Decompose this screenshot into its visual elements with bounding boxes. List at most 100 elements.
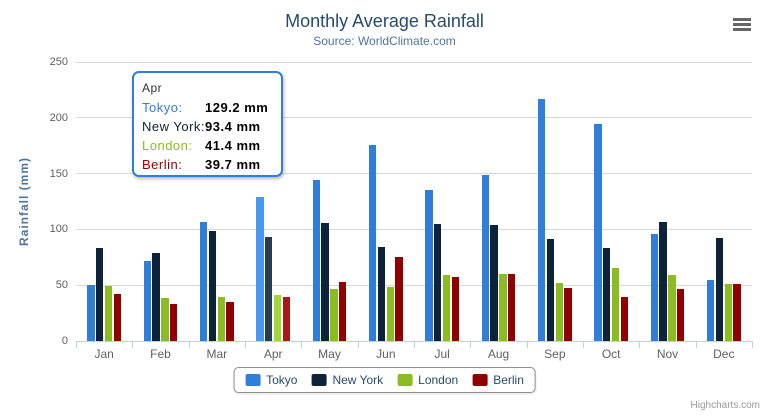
- bar-new-york-apr[interactable]: [265, 236, 273, 341]
- legend-item-new-york[interactable]: New York: [311, 373, 383, 387]
- bar-new-york-jul[interactable]: [434, 223, 442, 341]
- bar-berlin-may[interactable]: [339, 282, 347, 341]
- x-axis-label: Aug: [487, 347, 510, 361]
- y-axis-label: 100: [49, 223, 68, 236]
- bar-tokyo-oct[interactable]: [594, 124, 602, 341]
- bar-london-jan[interactable]: [104, 286, 113, 341]
- bar-berlin-mar[interactable]: [226, 302, 234, 341]
- x-axis-line: [76, 341, 753, 342]
- bar-berlin-jan[interactable]: [113, 293, 121, 341]
- legend-swatch-icon: [311, 374, 327, 386]
- x-axis-label: Feb: [150, 347, 171, 361]
- legend-item-berlin[interactable]: Berlin: [472, 373, 524, 387]
- x-axis-tick: [526, 342, 528, 348]
- x-axis-tick: [752, 342, 753, 348]
- x-axis-tick: [301, 342, 303, 348]
- x-axis-tick: [470, 342, 472, 348]
- bar-tokyo-jan[interactable]: [87, 285, 95, 341]
- bar-tokyo-nov[interactable]: [650, 234, 658, 341]
- bar-london-oct[interactable]: [611, 268, 620, 341]
- bar-tokyo-feb[interactable]: [143, 261, 151, 341]
- y-axis-label: 0: [61, 335, 68, 347]
- bar-new-york-mar[interactable]: [208, 231, 217, 341]
- y-gridline: [76, 284, 752, 286]
- x-axis-label: Dec: [713, 347, 735, 361]
- bar-london-aug[interactable]: [499, 274, 507, 341]
- bar-new-york-sep[interactable]: [546, 239, 555, 341]
- bar-berlin-aug[interactable]: [508, 273, 516, 341]
- legend-label: Berlin: [493, 373, 524, 387]
- y-axis-label: 150: [49, 167, 68, 180]
- bar-new-york-nov[interactable]: [659, 222, 667, 341]
- tooltip: Apr Tokyo: 129.2 mm New York: 93.4 mm London…: [132, 71, 283, 177]
- bar-new-york-oct[interactable]: [603, 247, 611, 341]
- y-gridline: [76, 228, 752, 230]
- bar-new-york-jun[interactable]: [377, 246, 386, 341]
- bar-berlin-jul[interactable]: [451, 276, 459, 341]
- bar-new-york-dec[interactable]: [715, 237, 724, 341]
- legend-item-london[interactable]: London: [397, 373, 458, 387]
- x-axis-label: Sep: [544, 347, 566, 361]
- bar-berlin-nov[interactable]: [677, 288, 685, 341]
- credits-link[interactable]: Highcharts.com: [690, 400, 760, 411]
- x-axis-label: Jan: [94, 347, 114, 361]
- y-axis-label: 50: [55, 279, 68, 292]
- bar-tokyo-apr[interactable]: [256, 196, 264, 341]
- tooltip-series-name: London:: [142, 138, 193, 153]
- bar-london-nov[interactable]: [668, 274, 676, 341]
- x-axis-label: Mar: [206, 347, 228, 361]
- bar-london-mar[interactable]: [217, 297, 225, 341]
- x-axis-label: Jun: [376, 347, 396, 361]
- tooltip-series-name: Berlin:: [142, 157, 183, 172]
- y-gridline: [76, 173, 752, 175]
- chart-subtitle: Source: WorldClimate.com: [313, 34, 456, 48]
- hamburger-icon: [732, 17, 752, 31]
- bar-berlin-dec[interactable]: [733, 283, 741, 341]
- bar-tokyo-aug[interactable]: [481, 175, 489, 341]
- legend: Tokyo New York London Berlin: [233, 367, 536, 393]
- bar-london-may[interactable]: [330, 288, 338, 341]
- bar-london-jul[interactable]: [442, 275, 451, 341]
- bar-berlin-apr[interactable]: [282, 296, 290, 341]
- bar-london-apr[interactable]: [273, 294, 282, 341]
- legend-label: New York: [332, 373, 384, 387]
- tooltip-header: Apr: [142, 81, 163, 95]
- x-axis-label: May: [318, 347, 341, 361]
- bar-berlin-sep[interactable]: [564, 287, 572, 341]
- bar-new-york-jan[interactable]: [96, 247, 104, 341]
- bar-new-york-aug[interactable]: [490, 224, 498, 341]
- legend-label: Tokyo: [266, 373, 298, 387]
- bar-tokyo-jun[interactable]: [368, 144, 377, 341]
- x-axis-tick: [357, 342, 359, 348]
- x-axis-tick: [188, 342, 190, 348]
- bar-berlin-oct[interactable]: [620, 297, 628, 341]
- x-axis-label: Oct: [601, 347, 621, 361]
- bar-tokyo-mar[interactable]: [199, 222, 208, 341]
- tooltip-series-name: Tokyo:: [142, 100, 183, 115]
- y-axis-label: 250: [49, 56, 68, 68]
- bar-london-dec[interactable]: [724, 283, 732, 341]
- bar-new-york-may[interactable]: [321, 222, 329, 341]
- bar-tokyo-may[interactable]: [312, 180, 320, 341]
- bar-tokyo-dec[interactable]: [706, 280, 715, 341]
- x-axis-label: Nov: [656, 347, 679, 361]
- chart-title: Monthly Average Rainfall: [285, 11, 484, 31]
- bar-tokyo-sep[interactable]: [537, 99, 546, 341]
- legend-swatch-icon: [245, 374, 261, 386]
- x-axis-label: Jul: [434, 347, 450, 361]
- bar-london-jun[interactable]: [386, 287, 394, 341]
- y-gridline: [76, 61, 752, 63]
- bar-london-feb[interactable]: [161, 297, 169, 341]
- legend-item-tokyo[interactable]: Tokyo: [245, 373, 297, 387]
- bar-berlin-feb[interactable]: [170, 303, 178, 341]
- x-axis-tick: [132, 342, 134, 348]
- bar-london-sep[interactable]: [555, 282, 563, 341]
- context-menu-button[interactable]: [730, 15, 754, 35]
- x-axis-tick: [76, 342, 77, 348]
- bar-tokyo-jul[interactable]: [425, 189, 433, 341]
- bar-berlin-jun[interactable]: [395, 256, 403, 341]
- tooltip-row: New York: 93.4 mm: [142, 117, 273, 136]
- bar-new-york-feb[interactable]: [152, 253, 160, 341]
